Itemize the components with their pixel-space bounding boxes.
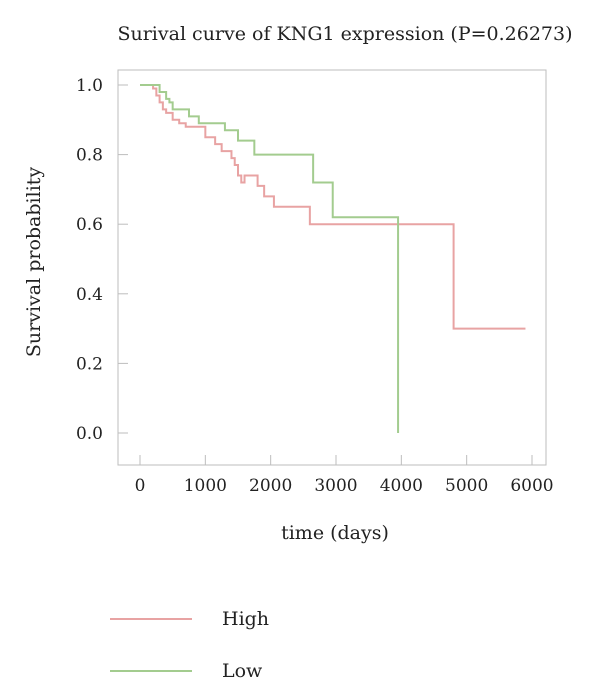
series-line-low bbox=[140, 84, 400, 433]
x-tick-label: 3000 bbox=[314, 476, 357, 496]
y-tick-label: 0.6 bbox=[76, 215, 103, 235]
y-tick-label: 0.8 bbox=[76, 146, 103, 166]
y-tick-label: 0.4 bbox=[76, 285, 103, 305]
x-tick-label: 2000 bbox=[249, 476, 292, 496]
x-tick-label: 4000 bbox=[380, 476, 423, 496]
legend: High Low bbox=[110, 608, 269, 682]
plot-frame bbox=[117, 69, 547, 466]
legend-label-high: High bbox=[222, 608, 269, 630]
x-tick-label: 0 bbox=[135, 476, 146, 496]
x-tick-label: 1000 bbox=[184, 476, 227, 496]
y-tick-label: 1.0 bbox=[76, 76, 103, 96]
legend-label-low: Low bbox=[222, 660, 263, 682]
x-tick-label: 6000 bbox=[510, 476, 553, 496]
y-tick-label: 0.0 bbox=[76, 424, 103, 444]
series-line-high bbox=[140, 84, 526, 330]
y-axis-label: Survival probability bbox=[23, 167, 45, 358]
chart-title: Surival curve of KNG1 expression (P=0.26… bbox=[117, 23, 572, 45]
x-axis-label: time (days) bbox=[281, 522, 389, 544]
y-tick-label: 0.2 bbox=[76, 354, 103, 374]
x-tick-label: 5000 bbox=[445, 476, 488, 496]
